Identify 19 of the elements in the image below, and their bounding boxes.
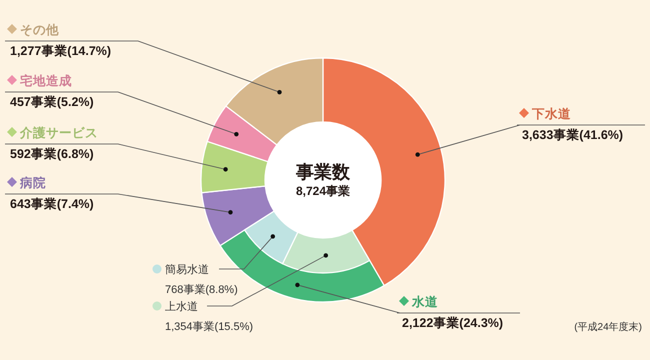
text: 事業数 — [295, 162, 351, 182]
legend-label: 下水道 — [531, 107, 572, 121]
legend-label: 病院 — [19, 175, 46, 190]
data-label: 1,277事業(14.7%) — [10, 44, 112, 58]
legend-label: 簡易水道 — [165, 263, 209, 276]
legend-label: 宅地造成 — [20, 73, 72, 88]
data-label: 768事業(8.8%) — [165, 283, 238, 296]
text: 8,724事業 — [296, 184, 350, 198]
data-label: 457事業(5.2%) — [10, 95, 94, 109]
legend-label: その他 — [20, 23, 60, 37]
data-label: 643事業(7.4%) — [10, 197, 94, 211]
legend-label: 水道 — [411, 295, 439, 309]
data-label: 1,354事業(15.5%) — [165, 320, 254, 333]
text: (平成24年度末) — [574, 321, 642, 333]
legend-label: 介護サービス — [19, 125, 98, 140]
data-label: 592事業(6.8%) — [10, 147, 94, 161]
data-label: 3,633事業(41.6%) — [522, 128, 624, 142]
legend-label: 上水道 — [165, 300, 198, 313]
data-label: 2,122事業(24.3%) — [402, 316, 504, 330]
